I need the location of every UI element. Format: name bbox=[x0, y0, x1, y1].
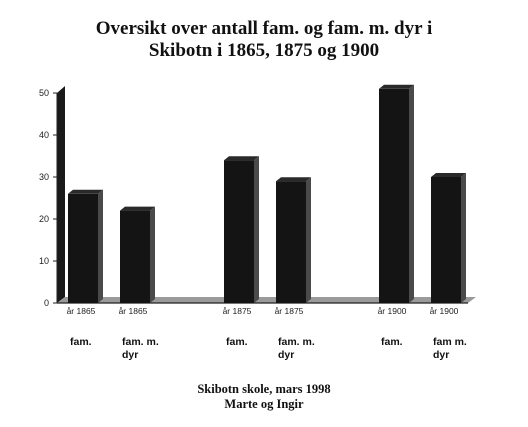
bar-side bbox=[409, 84, 414, 303]
bar bbox=[276, 181, 306, 303]
floor bbox=[57, 297, 476, 303]
bar-side bbox=[254, 156, 259, 303]
bar-side bbox=[98, 189, 103, 303]
bar bbox=[68, 193, 98, 303]
category-label: dyr bbox=[122, 349, 138, 361]
bar-top bbox=[431, 173, 466, 177]
footer-school-date: Skibotn skole, mars 1998 bbox=[197, 382, 331, 396]
y-tick-label: 50 bbox=[39, 88, 49, 98]
bar-top bbox=[68, 189, 103, 194]
bar-top bbox=[276, 177, 311, 182]
y-tick-label: 20 bbox=[39, 214, 49, 224]
y-tick-label: 0 bbox=[44, 298, 49, 308]
category-label: dyr bbox=[433, 349, 449, 361]
footer-authors: Marte og Ingir bbox=[224, 397, 304, 411]
category-label: fam. m. bbox=[122, 336, 159, 348]
bar-side bbox=[461, 173, 466, 303]
chart-title-line-2: Skibotn i 1865, 1875 og 1900 bbox=[148, 40, 380, 61]
category-label: dyr bbox=[278, 349, 294, 361]
x-tick-label: år 1875 bbox=[223, 306, 252, 316]
x-tick-label: år 1865 bbox=[67, 306, 96, 316]
bar-side bbox=[306, 177, 311, 303]
x-tick-label: år 1900 bbox=[430, 306, 459, 316]
category-label: fam. m. bbox=[278, 336, 315, 348]
y-tick-label: 40 bbox=[39, 130, 49, 140]
bar bbox=[224, 160, 254, 303]
bar-side bbox=[150, 206, 155, 303]
bar-top bbox=[120, 206, 155, 211]
y-tick-label: 30 bbox=[39, 172, 49, 182]
bar bbox=[431, 177, 461, 303]
x-tick-label: år 1900 bbox=[378, 306, 407, 316]
y-tick-label: 10 bbox=[39, 256, 49, 266]
bar-top bbox=[379, 84, 414, 89]
chart-title-line-1: Oversikt over antall fam. og fam. m. dyr… bbox=[95, 18, 433, 39]
bar bbox=[379, 88, 409, 303]
category-label: fam. bbox=[381, 336, 403, 348]
bar bbox=[120, 210, 150, 303]
category-label: fam m. bbox=[433, 336, 467, 348]
bar-top bbox=[224, 156, 259, 161]
category-label: fam. bbox=[226, 336, 248, 348]
category-label: fam. bbox=[70, 336, 92, 348]
x-tick-label: år 1865 bbox=[119, 306, 148, 316]
x-tick-label: år 1875 bbox=[275, 306, 304, 316]
back-wall bbox=[57, 86, 65, 303]
